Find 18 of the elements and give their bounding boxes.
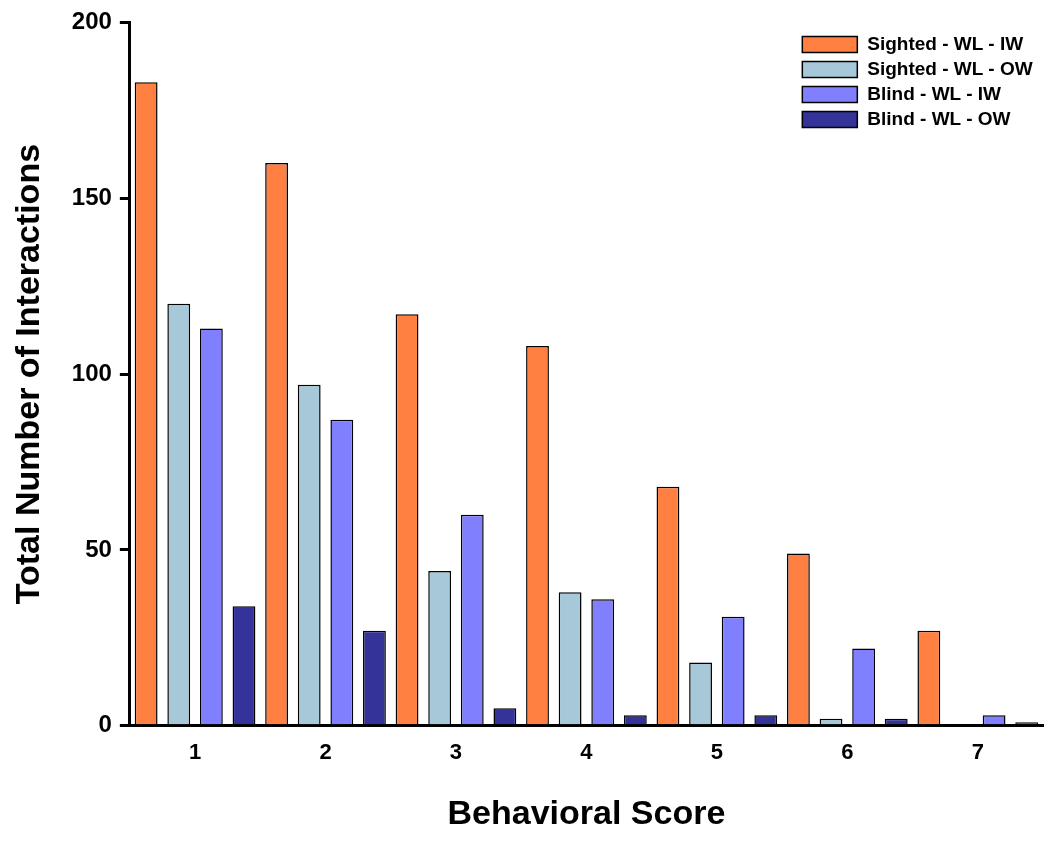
y-tick-label: 100 xyxy=(71,358,112,386)
x-tick-label: 2 xyxy=(319,739,332,765)
x-tick-label: 4 xyxy=(580,739,594,765)
legend-label: Blind - WL - OW xyxy=(867,107,1011,129)
y-axis-title: Total Number of Interactions xyxy=(7,143,46,605)
legend-label: Sighted - WL - IW xyxy=(867,32,1024,54)
y-tick-label: 150 xyxy=(71,182,112,210)
y-tick-label: 50 xyxy=(85,534,112,562)
x-tick-label: 6 xyxy=(841,739,854,765)
x-tick-label: 1 xyxy=(188,739,202,765)
y-tick-label: 0 xyxy=(98,710,112,738)
x-axis-title: Behavioral Score xyxy=(447,792,726,831)
legend-label: Blind - WL - IW xyxy=(867,82,1002,104)
x-tick-label: 7 xyxy=(971,739,984,765)
legend-label: Sighted - WL - OW xyxy=(867,57,1033,79)
y-tick-label: 200 xyxy=(71,7,112,35)
x-tick-label: 5 xyxy=(710,739,723,765)
x-tick-label: 3 xyxy=(449,739,463,765)
